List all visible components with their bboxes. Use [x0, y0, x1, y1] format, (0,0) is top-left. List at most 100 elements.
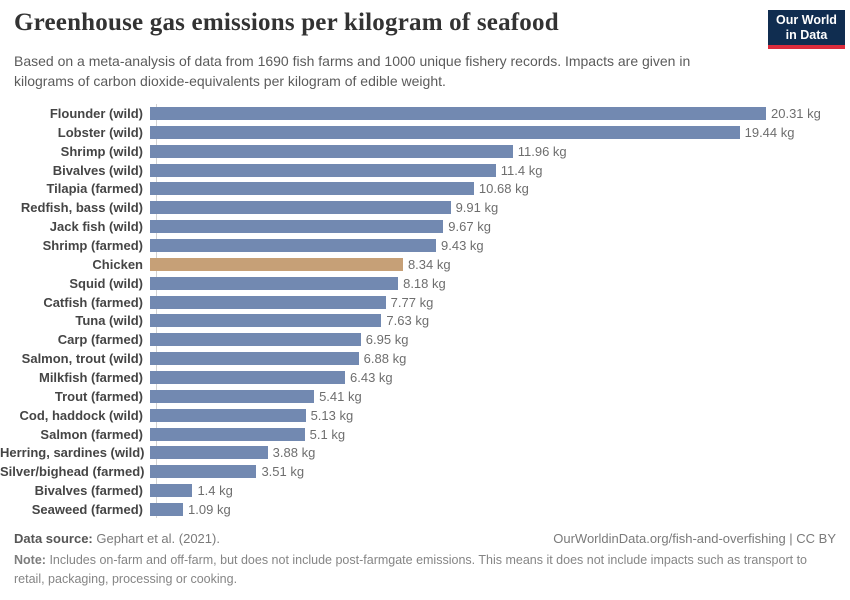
bar[interactable]: [150, 427, 305, 441]
bar[interactable]: [150, 408, 306, 422]
bar-row[interactable]: Catfish (farmed) 7.77 kg: [0, 293, 850, 312]
bar[interactable]: [150, 220, 444, 234]
bar-row[interactable]: Chicken 8.34 kg: [0, 255, 850, 274]
bar[interactable]: [150, 370, 346, 384]
bar-row[interactable]: Squid (wild) 8.18 kg: [0, 274, 850, 293]
bar-track: 8.34 kg: [150, 257, 850, 272]
bar-row[interactable]: Herring, sardines (wild) 3.88 kg: [0, 443, 850, 462]
bar-row[interactable]: Shrimp (farmed) 9.43 kg: [0, 236, 850, 255]
bar[interactable]: [150, 257, 403, 271]
chart-title: Greenhouse gas emissions per kilogram of…: [14, 9, 559, 36]
bar[interactable]: [150, 352, 359, 366]
bar[interactable]: [150, 238, 436, 252]
bar[interactable]: [150, 389, 315, 403]
value-label: 3.51 kg: [261, 464, 305, 480]
value-label: 6.43 kg: [350, 369, 393, 385]
bar[interactable]: [150, 201, 451, 215]
bar-track: 20.31 kg: [150, 106, 850, 121]
category-label: Salmon (farmed): [40, 426, 143, 442]
value-label: 5.41 kg: [319, 388, 362, 404]
bar-row[interactable]: Shrimp (wild) 11.96 kg: [0, 142, 850, 161]
bar[interactable]: [150, 314, 382, 328]
bar-track: 5.41 kg: [150, 388, 850, 404]
bar-row[interactable]: Milkfish (farmed) 6.43 kg: [0, 368, 850, 387]
bar-row[interactable]: Tuna (wild) 7.63 kg: [0, 311, 850, 330]
value-label: 9.67 kg: [448, 219, 491, 235]
bar[interactable]: [150, 502, 184, 516]
category-label: Herring, sardines (wild): [0, 445, 145, 461]
bar-row[interactable]: Jack fish (wild) 9.67 kg: [0, 217, 850, 236]
bar[interactable]: [150, 484, 193, 498]
bar-row[interactable]: Bivalves (wild) 11.4 kg: [0, 161, 850, 180]
bar-track: 10.68 kg: [150, 181, 850, 196]
value-label: 5.1 kg: [309, 426, 346, 442]
bar-track: 1.4 kg: [150, 483, 850, 498]
data-source-label: Data source:: [14, 531, 93, 546]
bar-row[interactable]: Salmon (farmed) 5.1 kg: [0, 425, 850, 444]
bar-row[interactable]: Bivalves (farmed) 1.4 kg: [0, 481, 850, 500]
bar-rows: Flounder (wild) 20.31 kg Lobster (wild) 19.…: [0, 104, 850, 519]
bar[interactable]: [150, 163, 496, 177]
bar-chart: Flounder (wild) 20.31 kg Lobster (wild) 19.…: [0, 104, 850, 520]
bar[interactable]: [150, 276, 399, 290]
value-label: 19.44 kg: [744, 124, 795, 140]
bar[interactable]: [150, 333, 361, 347]
attribution-link[interactable]: OurWorldinData.org/fish-and-overfishing …: [553, 531, 836, 546]
bar[interactable]: [150, 182, 474, 196]
bar-row[interactable]: Cod, haddock (wild) 5.13 kg: [0, 406, 850, 425]
value-label: 3.88 kg: [272, 445, 316, 461]
owid-logo[interactable]: Our World in Data: [768, 10, 845, 49]
bar-row[interactable]: Lobster (wild) 19.44 kg: [0, 123, 850, 142]
category-label: Lobster (wild): [57, 124, 143, 140]
bar-track: 5.1 kg: [150, 426, 850, 442]
bar-track: 19.44 kg: [150, 124, 850, 140]
value-label: 6.95 kg: [365, 332, 409, 348]
bar[interactable]: [150, 295, 386, 309]
bar-row[interactable]: Redfish, bass (wild) 9.91 kg: [0, 198, 850, 217]
category-label: Shrimp (farmed): [42, 237, 143, 253]
data-source: Data source: Gephart et al. (2021).: [14, 531, 220, 546]
bar[interactable]: [150, 106, 766, 120]
bar-row[interactable]: Trout (farmed) 5.41 kg: [0, 387, 850, 406]
bar[interactable]: [150, 144, 513, 158]
bar-row[interactable]: Salmon, trout (wild) 6.88 kg: [0, 349, 850, 368]
bar-track: 11.96 kg: [150, 143, 850, 159]
bar[interactable]: [150, 125, 740, 139]
value-label: 11.96 kg: [517, 143, 567, 159]
bar-row[interactable]: Silver/bighead (farmed) 3.51 kg: [0, 462, 850, 481]
category-label: Bivalves (farmed): [34, 483, 143, 499]
bar-track: 11.4 kg: [150, 162, 850, 178]
bar-row[interactable]: Carp (farmed) 6.95 kg: [0, 330, 850, 349]
bar[interactable]: [150, 446, 268, 460]
bar-track: 3.51 kg: [150, 464, 850, 480]
note-label: Note:: [14, 553, 46, 567]
category-label: Chicken: [92, 256, 143, 272]
value-label: 11.4 kg: [500, 162, 543, 178]
bar[interactable]: [150, 465, 257, 479]
bar-row[interactable]: Flounder (wild) 20.31 kg: [0, 104, 850, 123]
category-label: Carp (farmed): [57, 332, 143, 348]
chart-subtitle: Based on a meta-analysis of data from 16…: [14, 53, 691, 89]
bar-track: 9.67 kg: [150, 219, 850, 235]
bar-track: 1.09 kg: [150, 502, 850, 517]
category-label: Shrimp (wild): [60, 143, 143, 159]
category-label: Redfish, bass (wild): [20, 200, 143, 216]
bar-row[interactable]: Seaweed (farmed) 1.09 kg: [0, 500, 850, 519]
note-text: Includes on-farm and off-farm, but does …: [14, 553, 807, 586]
value-label: 6.88 kg: [363, 351, 407, 367]
value-label: 9.43 kg: [441, 237, 484, 253]
category-label: Cod, haddock (wild): [19, 407, 144, 423]
category-label: Salmon, trout (wild): [21, 351, 143, 367]
value-label: 5.13 kg: [310, 407, 354, 423]
owid-logo-line1: Our World: [776, 13, 837, 28]
value-label: 7.63 kg: [386, 313, 430, 329]
value-label: 9.91 kg: [455, 200, 499, 216]
chart-note: Note: Includes on-farm and off-farm, but…: [14, 551, 834, 589]
category-label: Bivalves (wild): [52, 162, 143, 178]
bar-track: 7.63 kg: [150, 313, 850, 329]
bar-row[interactable]: Tilapia (farmed) 10.68 kg: [0, 179, 850, 198]
owid-logo-line2: in Data: [785, 27, 828, 42]
category-label: Silver/bighead (farmed): [0, 464, 145, 480]
y-axis-line: [156, 104, 157, 518]
